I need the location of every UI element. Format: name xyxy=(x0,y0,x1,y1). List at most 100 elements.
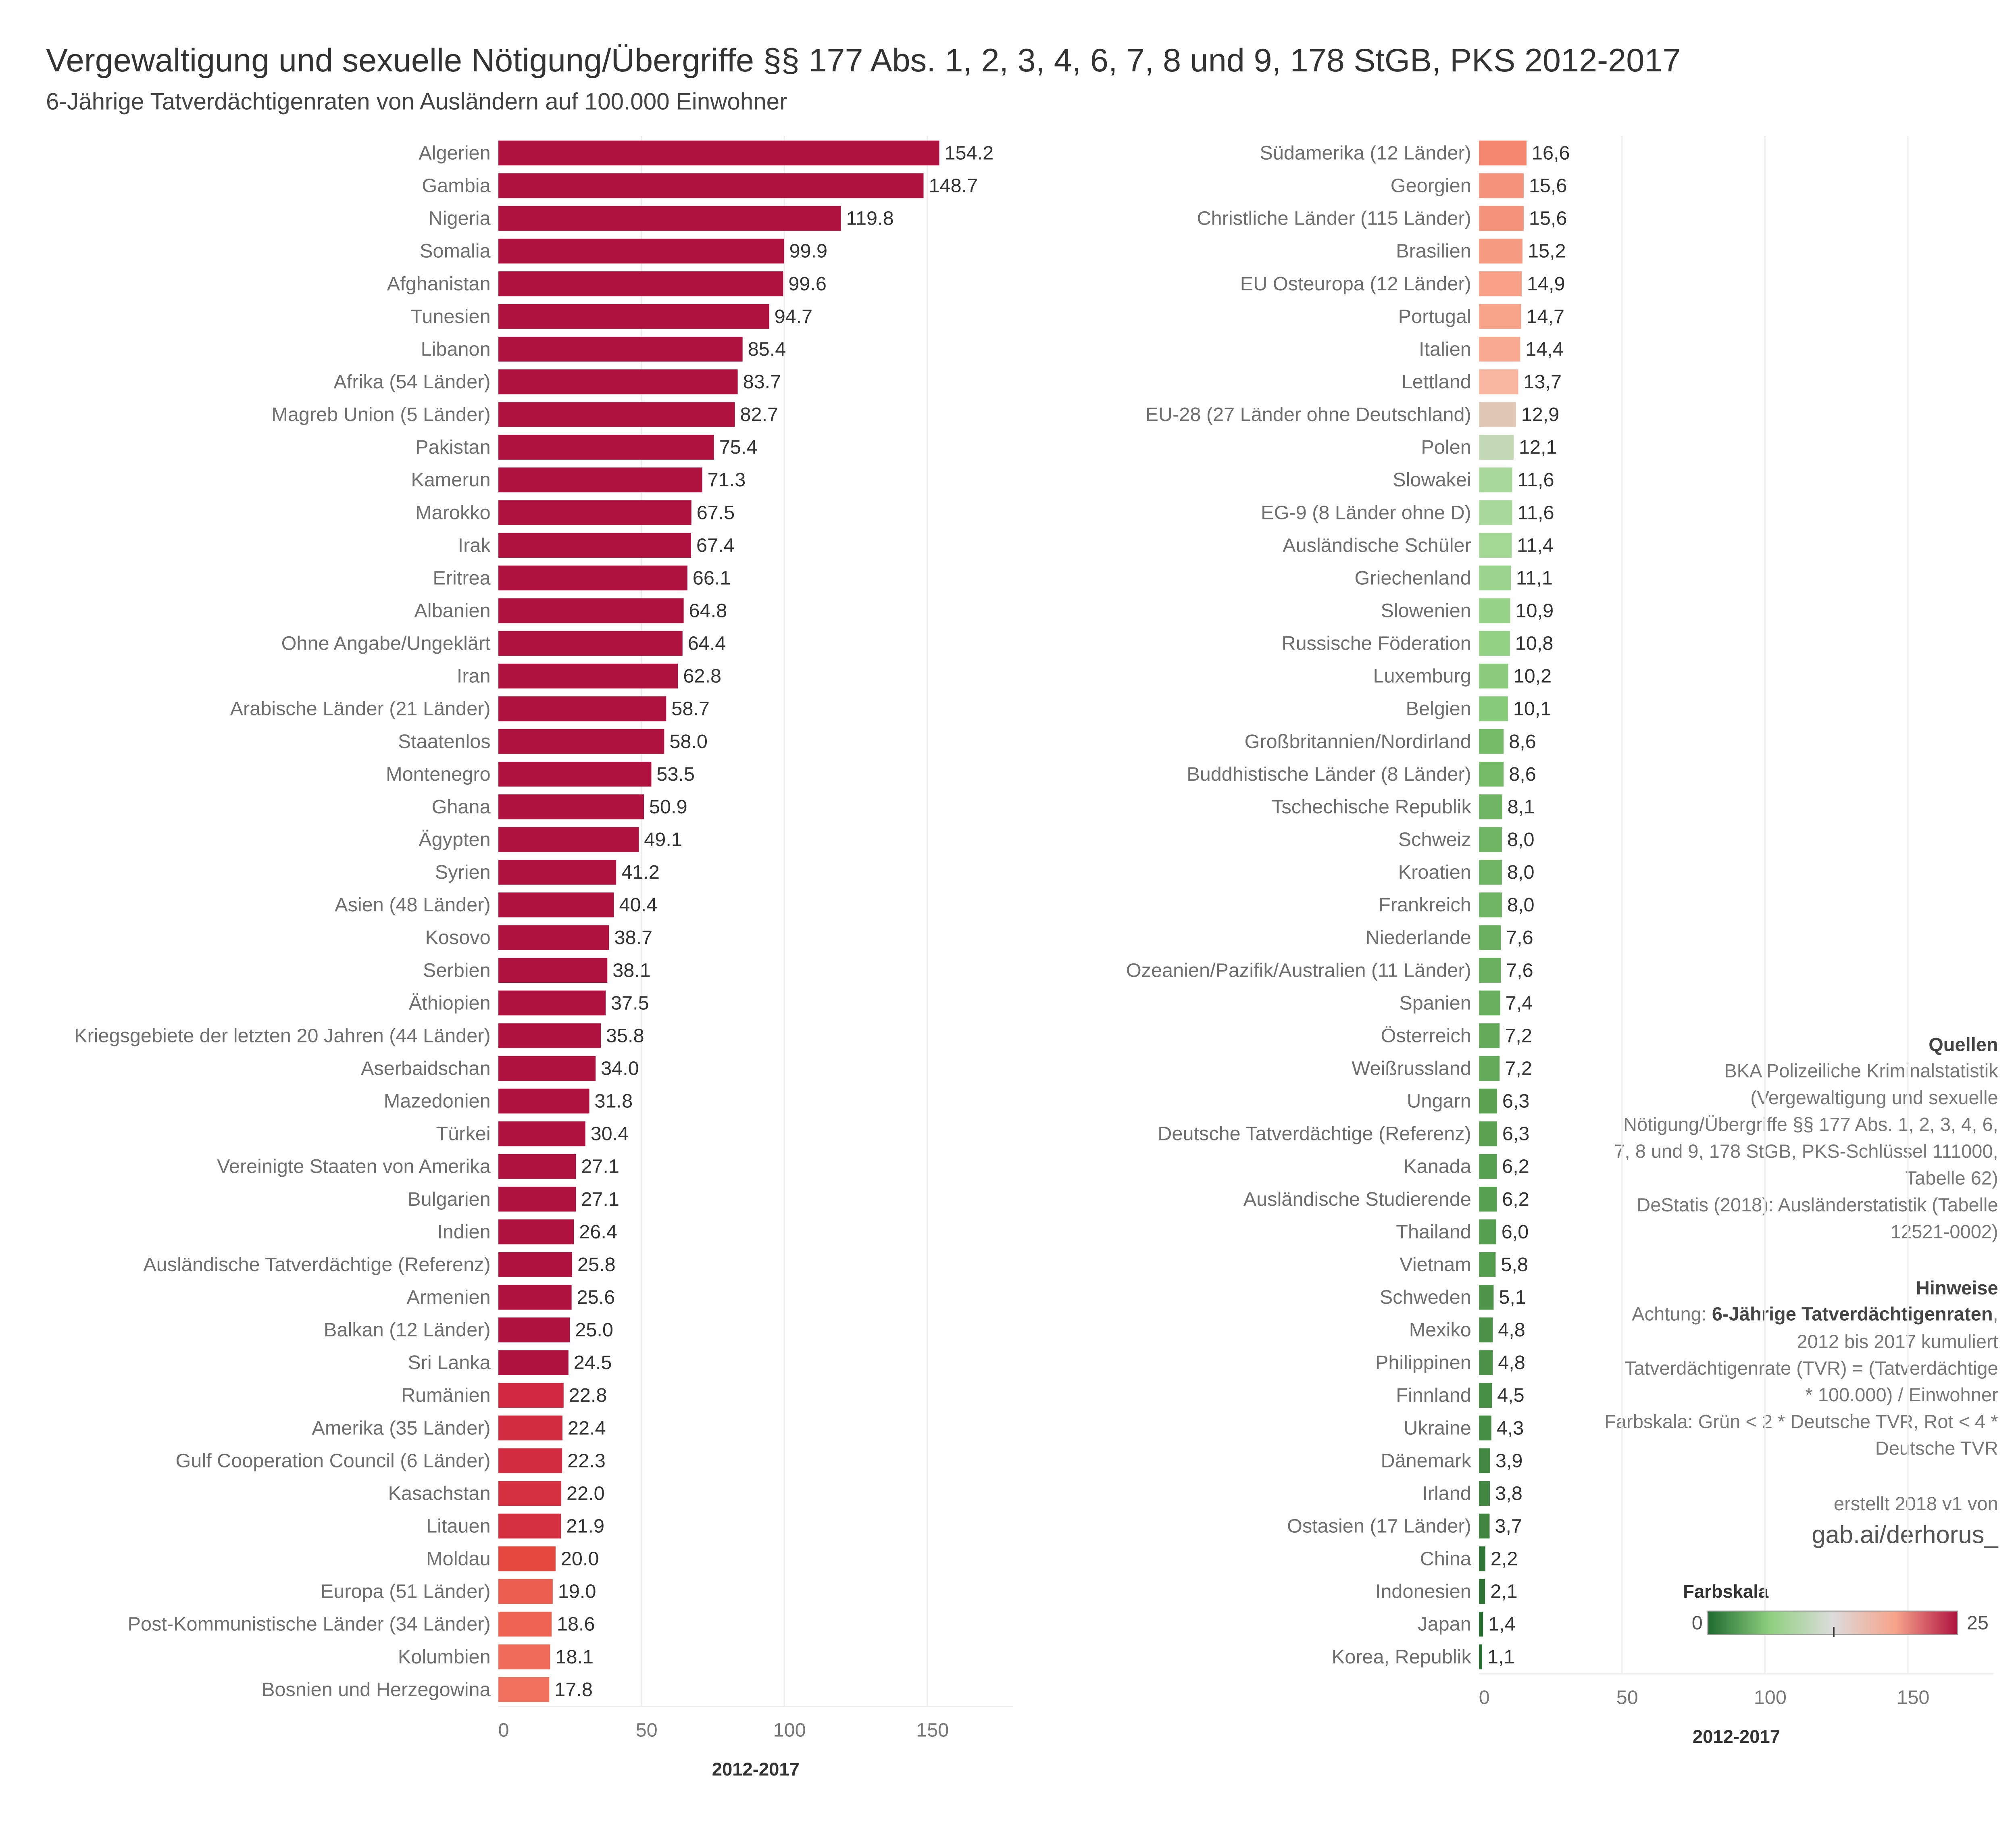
bar xyxy=(1479,140,1527,166)
value-label: 85.4 xyxy=(748,338,786,360)
category-label: Ausländische Studierende xyxy=(1243,1188,1471,1210)
bar xyxy=(1479,238,1523,264)
bar xyxy=(1479,369,1518,394)
value-label: 38.1 xyxy=(612,959,651,981)
value-label: 25.8 xyxy=(577,1254,616,1275)
x-tick-label: 0 xyxy=(498,1719,509,1741)
value-label: 24.5 xyxy=(574,1352,612,1373)
bar xyxy=(1479,1186,1497,1212)
bar xyxy=(498,565,687,591)
value-label: 25.6 xyxy=(577,1286,615,1308)
source-line: (Vergewaltigung und sexuelle xyxy=(1750,1087,1998,1108)
bar xyxy=(498,1448,562,1473)
category-label: Ukraine xyxy=(1404,1417,1471,1439)
bar xyxy=(498,990,606,1016)
category-label: Algerien xyxy=(419,142,490,164)
value-label: 6,2 xyxy=(1502,1188,1529,1210)
bar xyxy=(498,761,652,787)
category-label: Kanada xyxy=(1404,1156,1472,1177)
bar xyxy=(1479,631,1510,656)
value-label: 38.7 xyxy=(614,927,652,948)
category-label: Georgien xyxy=(1391,175,1471,197)
category-label: Finnland xyxy=(1396,1384,1471,1406)
bar xyxy=(498,533,691,558)
category-label: Indien xyxy=(437,1221,490,1243)
value-label: 4,8 xyxy=(1498,1352,1525,1373)
hint-line: Farbskala: Grün < 2 * Deutsche TVR, Rot … xyxy=(1604,1411,1998,1432)
value-label: 5,8 xyxy=(1501,1254,1528,1275)
value-label: 7,6 xyxy=(1506,927,1533,948)
value-label: 27.1 xyxy=(581,1156,619,1177)
bar xyxy=(498,1579,553,1604)
value-label: 21.9 xyxy=(566,1515,604,1537)
category-label: Österreich xyxy=(1381,1025,1471,1046)
category-label: Vereinigte Staaten von Amerika xyxy=(217,1156,491,1177)
category-label: Syrien xyxy=(435,861,491,883)
value-label: 30.4 xyxy=(591,1123,629,1145)
bar xyxy=(1479,1579,1485,1604)
bar xyxy=(1479,402,1516,427)
bar xyxy=(1479,958,1501,983)
category-label: Ostasien (17 Länder) xyxy=(1287,1515,1471,1537)
bar xyxy=(498,696,666,721)
bar xyxy=(498,337,743,362)
value-label: 4,3 xyxy=(1497,1417,1524,1439)
bar xyxy=(498,1219,574,1244)
source-line: 7, 8 und 9, 178 StGB, PKS-Schlüssel 1110… xyxy=(1614,1140,1998,1162)
bar xyxy=(1479,1415,1491,1441)
category-label: Luxemburg xyxy=(1373,665,1471,687)
sources-heading: Quellen xyxy=(1929,1034,1998,1055)
bar xyxy=(1479,337,1520,362)
category-label: Kosovo xyxy=(425,927,490,948)
bar xyxy=(498,1383,564,1408)
value-label: 6,3 xyxy=(1502,1123,1530,1145)
color-scale-title: Farbskala xyxy=(1683,1581,1769,1602)
category-label: Irak xyxy=(458,534,491,556)
category-label: Ägypten xyxy=(419,829,490,850)
hint-line: * 100.000) / Einwohner xyxy=(1805,1384,1998,1405)
category-label: Afghanistan xyxy=(387,273,491,295)
value-label: 99.6 xyxy=(788,273,827,295)
category-label: Buddhistische Länder (8 Länder) xyxy=(1187,763,1471,785)
bar xyxy=(1479,1383,1492,1408)
value-label: 58.7 xyxy=(671,698,710,720)
value-label: 8,6 xyxy=(1509,763,1536,785)
value-label: 12,1 xyxy=(1519,436,1557,458)
value-label: 12,9 xyxy=(1521,404,1560,425)
value-label: 64.4 xyxy=(688,633,726,654)
value-label: 3,7 xyxy=(1495,1515,1522,1537)
bar xyxy=(1479,1644,1483,1669)
value-label: 27.1 xyxy=(581,1188,619,1210)
category-label: Kolumbien xyxy=(398,1646,491,1668)
bar xyxy=(498,1154,576,1179)
category-label: Brasilien xyxy=(1396,240,1471,262)
value-label: 15,2 xyxy=(1528,240,1566,262)
bar xyxy=(1479,1285,1494,1310)
value-label: 67.5 xyxy=(697,502,735,523)
bar xyxy=(498,1546,556,1571)
value-label: 64.8 xyxy=(689,600,727,622)
bar xyxy=(498,435,714,460)
value-label: 82.7 xyxy=(740,404,778,425)
category-label: Japan xyxy=(1418,1613,1471,1635)
bar xyxy=(498,1121,585,1146)
value-label: 2,2 xyxy=(1491,1548,1518,1570)
value-label: 13,7 xyxy=(1523,371,1562,393)
value-label: 8,6 xyxy=(1509,731,1536,752)
bar xyxy=(498,206,841,231)
bar xyxy=(1479,729,1504,754)
category-label: Philippinen xyxy=(1375,1352,1471,1373)
bar xyxy=(498,173,924,198)
category-label: Gulf Cooperation Council (6 Länder) xyxy=(175,1450,490,1471)
category-label: Mexiko xyxy=(1409,1319,1471,1341)
bar xyxy=(498,1317,570,1342)
category-label: Sri Lanka xyxy=(408,1352,491,1373)
bar-chart: 0 50 100 150 2012-2017 Südamerika (12 Länder)… xyxy=(1126,136,1994,1747)
bar xyxy=(1479,761,1504,787)
category-label: Ghana xyxy=(432,796,491,818)
bar xyxy=(1479,1252,1496,1277)
bar xyxy=(498,729,664,754)
bar xyxy=(1479,1448,1490,1473)
